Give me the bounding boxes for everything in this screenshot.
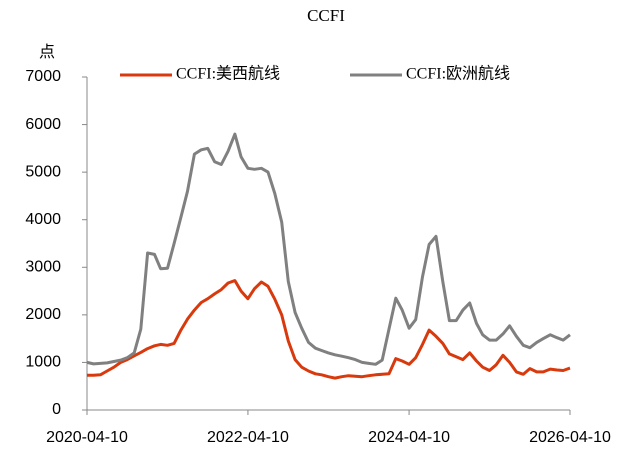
series-line bbox=[86, 132, 571, 366]
y-tick-label: 6000 bbox=[25, 116, 61, 133]
series-line bbox=[87, 279, 571, 380]
x-tick-label: 2024-04-10 bbox=[368, 429, 450, 446]
y-tick-label: 7000 bbox=[25, 68, 61, 85]
y-tick-label: 5000 bbox=[25, 163, 61, 180]
y-tick-label: 3000 bbox=[25, 259, 61, 276]
legend-label: CCFI:美西航线 bbox=[176, 65, 280, 83]
y-tick-label: 4000 bbox=[25, 211, 61, 228]
x-tick-label: 2022-04-10 bbox=[207, 429, 289, 446]
x-tick-label: 2020-04-10 bbox=[46, 429, 128, 446]
x-tick-label: 2026-04-10 bbox=[529, 429, 611, 446]
legend-label: CCFI:欧洲航线 bbox=[406, 65, 510, 83]
y-tick-label: 0 bbox=[52, 401, 61, 418]
chart-title: CCFI bbox=[307, 6, 345, 25]
y-tick-label: 1000 bbox=[25, 354, 61, 371]
y-tick-label: 2000 bbox=[25, 306, 61, 323]
y-axis-label: 点 bbox=[39, 43, 55, 61]
